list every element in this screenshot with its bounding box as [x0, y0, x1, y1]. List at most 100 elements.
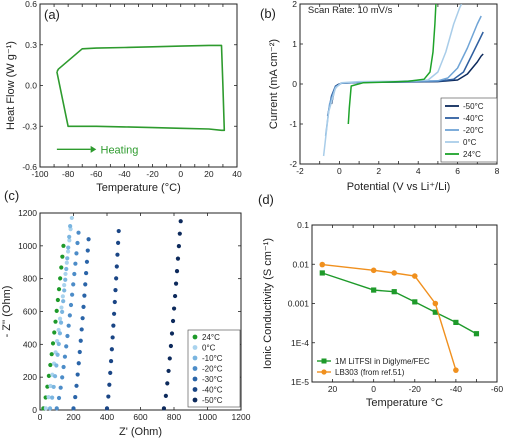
eis-point--10°C	[56, 341, 61, 347]
eis-point--20°C	[73, 261, 78, 266]
y-tick-label: 800	[23, 274, 37, 284]
x-tick-label: 400	[100, 412, 114, 422]
eis-point--30°C	[86, 237, 91, 242]
eis-point--20°C	[72, 271, 77, 277]
y-tick-label: 0.01	[292, 259, 309, 269]
y-tick-label: 1E-5	[291, 377, 309, 387]
eis-point--10°C	[58, 320, 64, 325]
legend-marker	[192, 334, 198, 340]
legend-label: LB303 (from ref.51)	[335, 368, 405, 377]
eis-point--10°C	[65, 256, 70, 261]
eis-point--10°C	[62, 288, 67, 293]
x-tick-label: 600	[133, 412, 147, 422]
y-axis-label: Current (mA cm⁻²)	[268, 39, 280, 129]
y-tick-label: 1000	[18, 241, 37, 251]
x-tick-label: -100	[31, 169, 48, 179]
eis-point--50°C	[167, 356, 172, 361]
eis-point--30°C	[78, 338, 83, 343]
eis-point-0°C	[60, 294, 65, 299]
eis-point--50°C	[178, 219, 183, 224]
eis-point--40°C	[114, 276, 119, 281]
y-tick-label: 0	[292, 79, 297, 89]
y-tick-label: 1E-4	[291, 338, 309, 348]
eis-point--20°C	[75, 240, 80, 246]
x-tick-label: 1200	[232, 412, 251, 422]
x-tick-label: 4	[416, 166, 421, 176]
y-axis-label: Ionic Conductivity (S cm⁻¹)	[262, 238, 274, 369]
eis-point-24°C	[46, 373, 51, 378]
eis-point--10°C	[51, 384, 56, 390]
eis-point--50°C	[163, 393, 168, 398]
eis-point-24°C	[54, 308, 59, 313]
panel-c: 0 200 400 600 800 1000 1200 0 200 400 600 800 1000 12…	[1, 188, 251, 438]
eis-point--10°C	[54, 363, 59, 368]
y-axis-label: - Z'' (Ohm)	[1, 286, 13, 338]
legend-marker	[192, 376, 198, 382]
eis-point--30°C	[71, 406, 76, 411]
eis-point--20°C	[65, 333, 70, 339]
conductivity-point	[391, 289, 397, 295]
eis-point--50°C	[175, 256, 181, 261]
eis-point-24°C	[58, 276, 63, 281]
eis-point--30°C	[73, 394, 78, 400]
eis-point--30°C	[82, 293, 87, 298]
y-tick-label: 0.3	[25, 40, 37, 50]
y-tick-label: -0.6	[22, 162, 37, 172]
eis-point-24°C	[53, 319, 58, 324]
legend-marker	[192, 345, 198, 350]
eis-point--50°C	[171, 306, 177, 311]
eis-point--30°C	[74, 383, 79, 388]
heat-flow-curve	[56, 44, 226, 132]
legend-label: -50°C	[202, 396, 223, 405]
eis-point--10°C	[64, 266, 69, 272]
eis-point--50°C	[168, 343, 174, 349]
eis-point--20°C	[60, 375, 65, 380]
y-tick-label: -2	[289, 159, 297, 169]
eis-point--10°C	[52, 374, 58, 379]
eis-point--20°C	[66, 323, 71, 328]
conductivity-point	[371, 287, 377, 293]
eis-point--30°C	[84, 270, 89, 276]
y-tick-label: 0.001	[288, 299, 310, 309]
x-axis-label: Temperature °C	[366, 397, 443, 409]
conductivity-point	[319, 270, 325, 276]
eis-point--10°C	[57, 331, 63, 336]
eis-point--30°C	[83, 282, 88, 287]
legend-marker	[321, 358, 327, 364]
x-tick-label: -60	[90, 169, 103, 179]
legend-marker	[192, 387, 198, 392]
eis-point-0°C	[65, 249, 71, 254]
eis-point--30°C	[76, 361, 81, 366]
eis-point--20°C	[68, 302, 74, 308]
x-tick-label: 200	[66, 412, 80, 422]
legend-label: -50°C	[463, 102, 484, 111]
conductivity-point	[432, 309, 438, 315]
eis-point--40°C	[108, 358, 114, 364]
panel-label: (b)	[260, 6, 276, 21]
conductivity-point	[453, 319, 459, 325]
eis-point-0°C	[56, 327, 61, 333]
eis-point-24°C	[59, 265, 64, 270]
y-tick-label: 0.1	[297, 220, 309, 230]
eis-point--40°C	[115, 252, 120, 257]
eis-point--20°C	[76, 230, 81, 235]
eis-point--40°C	[114, 264, 119, 269]
eis-point--10°C	[60, 309, 65, 314]
x-tick-label: 40	[232, 169, 242, 179]
eis-point-24°C	[60, 254, 65, 259]
eis-point--50°C	[169, 331, 175, 336]
x-axis-label: Temperature (°C)	[96, 182, 180, 194]
y-tick-label: 200	[23, 372, 37, 382]
panel-label: (a)	[44, 7, 60, 22]
eis-point--30°C	[77, 349, 82, 355]
eis-point-0°C	[59, 305, 64, 310]
panel-d: 20 0 -20 -40 -60 0.1 0.01 0.001 1E-4 1E-5 (d) 1M Li…	[258, 192, 503, 409]
lsv-curve-24°C	[347, 4, 437, 125]
eis-point--30°C	[79, 327, 84, 332]
eis-point--40°C	[109, 347, 114, 352]
conductivity-point	[411, 273, 418, 279]
eis-point--50°C	[161, 406, 167, 411]
y-tick-label: 400	[23, 339, 37, 349]
eis-point--10°C	[55, 352, 60, 357]
